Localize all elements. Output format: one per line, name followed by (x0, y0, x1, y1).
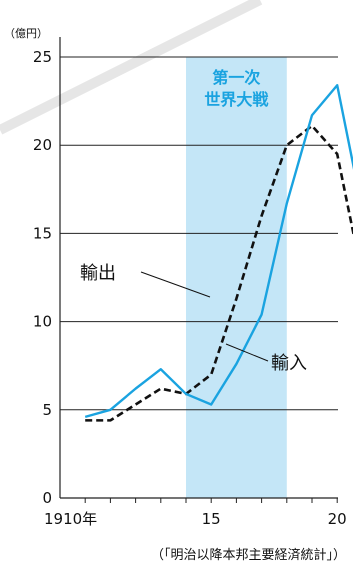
series-line-import (84, 84, 353, 419)
x-tick-label: 15 (202, 510, 221, 528)
war-period-label-line: 世界大戦 (204, 90, 269, 109)
y-tick-label: 20 (33, 136, 52, 154)
y-tick-label: 15 (33, 224, 52, 242)
series-line-export (85, 124, 353, 422)
y-tick-label: 25 (33, 48, 52, 66)
export-leader-line (140, 271, 211, 298)
x-tick-label: 20 (328, 510, 347, 528)
y-unit-label: （億円） (4, 27, 48, 40)
y-tick-label: 10 (33, 313, 52, 331)
y-tick-label: 0 (42, 489, 52, 507)
war-period-label-line: 第一次 (212, 68, 260, 87)
source-note: （「明治以降本邦主要経済統計」） (151, 547, 346, 563)
x-tick-label: 1910年 (44, 510, 97, 528)
y-tick-label: 5 (42, 401, 52, 419)
decorative-stripe (0, 0, 263, 135)
import-leader-line (225, 343, 269, 362)
war-period-band (186, 57, 287, 498)
import-series-label: 輸入 (271, 353, 307, 374)
export-series-label: 輸出 (80, 263, 116, 284)
